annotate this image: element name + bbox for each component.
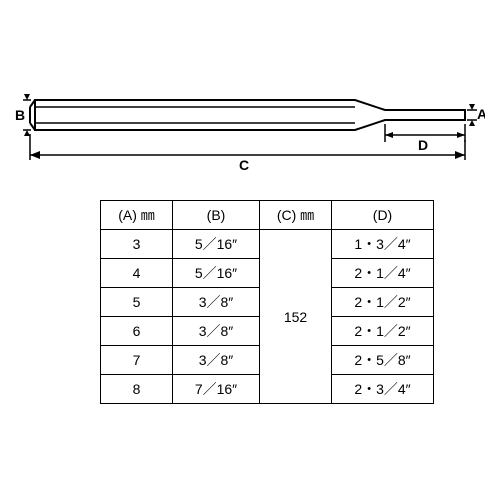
table-header-row: (A) ㎜ (B) (C) ㎜ (D) [101,201,434,230]
cell-d: 2・1／4″ [332,259,434,288]
cell-b: 5／16″ [173,230,260,259]
cell-a: 7 [101,346,173,375]
cell-a: 5 [101,288,173,317]
cell-d: 2・1／2″ [332,317,434,346]
label-a: A [477,106,485,122]
cell-c: 152 [260,230,332,404]
label-d: D [418,137,428,153]
cell-d: 1・3／4″ [332,230,434,259]
cell-a: 8 [101,375,173,404]
cell-b: 5／16″ [173,259,260,288]
cell-a: 6 [101,317,173,346]
col-header-b: (B) [173,201,260,230]
pin-punch-diagram: B A D C [15,80,485,160]
cell-d: 2・1／2″ [332,288,434,317]
col-header-d: (D) [332,201,434,230]
table-row: 3 5／16″ 152 1・3／4″ [101,230,434,259]
dimensions-table: (A) ㎜ (B) (C) ㎜ (D) 3 5／16″ 152 1・3／4″ 4… [100,200,434,404]
cell-b: 7／16″ [173,375,260,404]
cell-d: 2・5／8″ [332,346,434,375]
col-header-a: (A) ㎜ [101,201,173,230]
label-c: C [239,157,249,173]
cell-a: 3 [101,230,173,259]
cell-d: 2・3／4″ [332,375,434,404]
cell-a: 4 [101,259,173,288]
col-header-c: (C) ㎜ [260,201,332,230]
label-b: B [15,107,25,123]
cell-b: 3／8″ [173,346,260,375]
cell-b: 3／8″ [173,288,260,317]
cell-b: 3／8″ [173,317,260,346]
